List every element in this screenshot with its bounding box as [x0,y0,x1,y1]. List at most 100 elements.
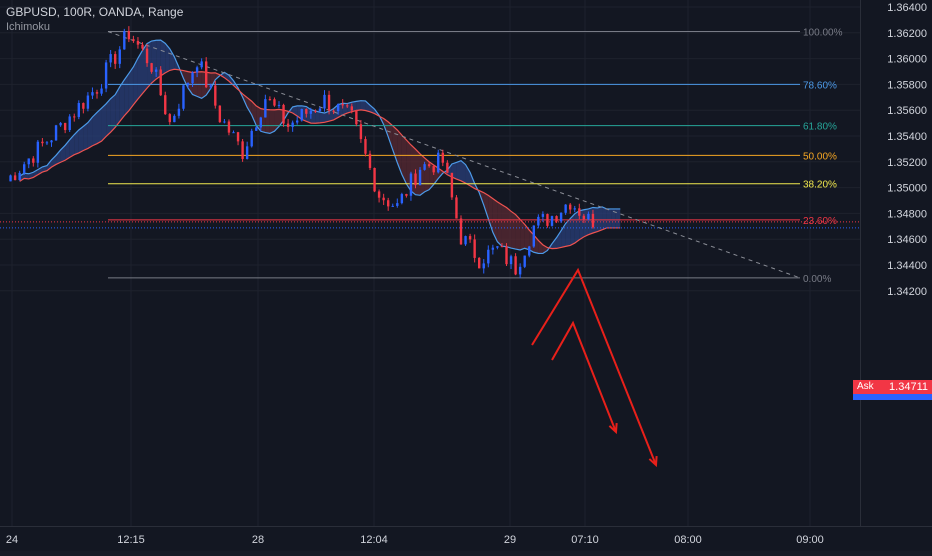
price-tick-label: 1.34600 [887,234,927,246]
cloud-segment [106,98,111,137]
candle-body [569,204,572,210]
candle-body [396,203,399,206]
cloud-segment [388,121,393,150]
price-tick-label: 1.34800 [887,208,927,220]
candle-body [95,92,99,94]
candle-body [550,216,554,226]
candle-body [473,239,476,258]
candle-body [209,85,212,88]
candle-body [573,208,576,210]
cloud-segment [515,214,521,250]
candle-body [100,88,103,94]
cloud-segment [97,108,102,144]
cloud-segment [69,134,75,158]
senkou-span-a [19,39,621,255]
candle-body [432,166,435,173]
time-axis[interactable]: 24 12:15 28 12:04 29 07:10 08:00 09:00 [0,526,932,551]
cloud-segment [365,100,370,112]
cloud-segment [56,149,61,165]
cloud-segment [228,75,234,86]
candle-body [368,153,372,168]
candle-body [314,110,317,112]
cloud-segment [397,130,402,175]
cloud-segment [483,192,489,219]
candle-body [9,175,12,182]
candle-body [564,204,567,213]
cloud-segment [74,129,79,155]
cloud-segment [115,86,120,128]
chart-plot-area[interactable]: 100.00% 78.60% 61.80% 50.00% 38.20% 23.60% 0.0… [0,0,860,526]
cloud-segment [506,207,512,249]
candle-body [223,121,226,123]
time-tick-label: 07:10 [571,534,599,546]
price-tick-label: 1.35200 [887,157,927,169]
price-tick-label: 1.36000 [887,54,927,66]
candle-body [27,158,30,165]
candle-body [186,83,190,86]
candle-body [464,236,467,245]
fib-level-label: 0.00% [803,274,831,285]
candle-body [241,141,244,159]
candle-body [405,194,408,196]
candle-body [77,103,80,117]
candle-body [123,31,126,50]
candle-body [546,214,549,226]
time-tick-label: 09:00 [796,534,824,546]
candle-body [63,122,67,131]
candle-body [478,257,481,269]
candle-body [582,215,586,220]
cloud-segment [165,43,170,73]
price-tick-label: 1.35800 [887,79,927,91]
candle-body [195,67,199,73]
cloud-segment [65,139,70,161]
candle-body [109,54,112,63]
arrow-primary [531,267,657,466]
cloud-segment [520,219,525,250]
candle-body [518,266,522,275]
price-tick-label: 1.34200 [887,286,927,298]
price-axis[interactable]: 1.36400 1.36200 1.36000 1.35800 1.35600 1.354… [860,0,932,526]
cloud-segment [370,105,375,114]
candle-body [273,99,276,106]
trendline [107,31,801,279]
ask-price-tag: 1.34711 Ask [853,380,932,400]
candle-body [373,167,376,192]
cloud-segment [137,50,143,99]
candle-body [423,164,426,170]
candle-body [205,61,208,88]
candle-body [587,213,590,220]
cloud-segment [110,94,116,133]
cloud-segment [247,97,252,115]
chart-svg: 100.00% 78.60% 61.80% 50.00% 38.20% 23.60% 0.0… [0,0,860,526]
candle-body [555,216,558,222]
price-tick-label: 1.36400 [887,2,927,14]
candle-body [282,104,285,124]
cloud-segment [456,160,461,181]
candle-body [104,62,108,89]
candle-body [177,108,181,116]
candle-body [336,104,340,112]
candles [9,26,595,279]
fibonacci-levels: 100.00% 78.60% 61.80% 50.00% 38.20% 23.60% 0.0… [0,28,860,285]
candle-body [127,31,131,40]
candle-body [191,72,194,84]
candle-body [332,110,335,112]
cloud-segment [83,122,88,151]
cloud-segment [133,58,138,105]
candle-body [387,200,390,207]
candle-body [82,103,85,109]
fib-level-label: 61.80% [803,122,837,133]
indicator-legend[interactable]: Ichimoku [6,21,51,33]
symbol-legend[interactable]: GBPUSD, 100R, OANDA, Range [6,5,184,19]
candle-body [591,213,595,228]
cloud-segment [51,155,57,168]
time-tick-label: 08:00 [674,534,702,546]
cloud-segment [37,166,43,175]
candle-body [537,216,540,226]
candle-body [182,85,185,109]
candle-body [528,246,531,256]
fib-level-label: 78.60% [803,80,837,91]
candle-body [36,141,40,163]
cloud-segment [356,100,361,111]
candle-body [364,139,367,154]
